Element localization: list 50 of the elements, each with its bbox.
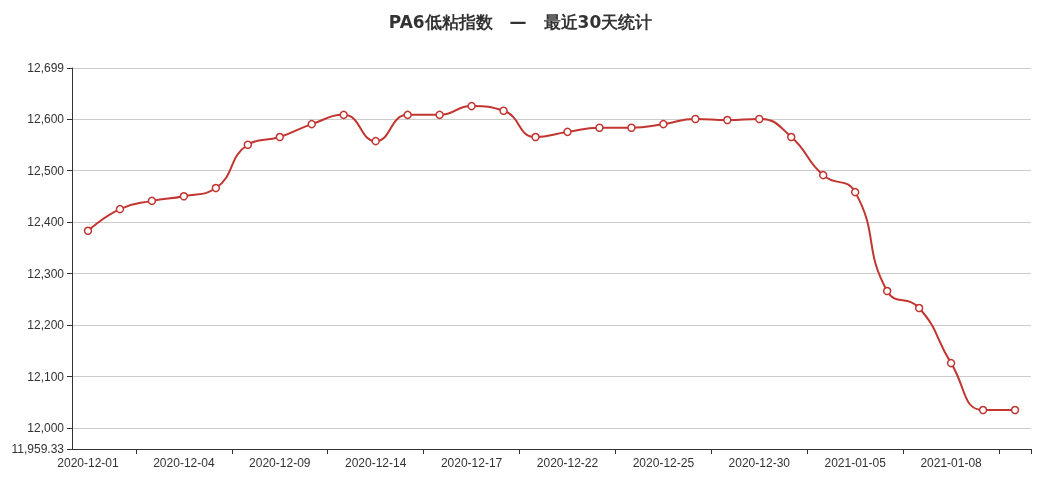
- x-tick-label: 2020-12-22: [536, 456, 599, 470]
- point: [946, 358, 956, 368]
- point: [595, 123, 604, 132]
- x-tick-label: 2020-12-25: [632, 456, 695, 470]
- point: [978, 405, 988, 415]
- point: [147, 196, 157, 206]
- point: [563, 127, 572, 137]
- x-tick-label: 2020-12-04: [153, 456, 215, 470]
- point: [211, 183, 221, 193]
- y-tick-label: 12,400: [27, 215, 65, 230]
- point: [339, 110, 348, 120]
- x-tick-label: 2020-12-14: [344, 456, 407, 470]
- x-tick-label: 2021-01-08: [920, 456, 983, 470]
- y-tick-label: 12,100: [27, 369, 65, 384]
- y-tick-label: 12,500: [27, 163, 65, 178]
- point: [179, 192, 189, 201]
- y-tick-label: 11,959.33: [11, 442, 65, 456]
- chart-title: PA6低粘指数 — 最近30天统计: [388, 11, 653, 32]
- point: [659, 119, 668, 129]
- point: [83, 226, 93, 236]
- point: [755, 114, 764, 124]
- x-tick-label: 2020-12-17: [440, 456, 503, 470]
- point: [627, 123, 636, 132]
- point: [275, 132, 285, 142]
- point: [243, 140, 253, 149]
- point: [435, 110, 444, 120]
- y-tick-label: 12,200: [27, 318, 65, 333]
- point: [850, 187, 860, 197]
- point: [914, 303, 924, 313]
- y-tick-label: 12,699: [27, 61, 65, 75]
- point: [787, 132, 796, 142]
- point: [371, 136, 380, 146]
- point: [467, 101, 476, 111]
- point: [115, 204, 125, 214]
- y-tick-label: 12,600: [27, 111, 65, 126]
- x-tick-label: 2021-01-05: [824, 456, 887, 470]
- point: [307, 119, 316, 129]
- x-tick-label: 2020-12-30: [728, 456, 791, 470]
- point: [691, 114, 700, 124]
- point: [818, 170, 828, 180]
- point: [1010, 405, 1020, 415]
- y-tick-label: 12,300: [27, 266, 65, 281]
- point: [723, 115, 732, 125]
- point: [531, 132, 540, 142]
- point: [882, 286, 892, 296]
- y-tick-label: 12,000: [27, 421, 65, 436]
- x-tick-label: 2020-12-01: [57, 456, 119, 470]
- point: [403, 110, 412, 120]
- x-tick-label: 2020-12-09: [249, 456, 311, 470]
- point: [499, 106, 508, 115]
